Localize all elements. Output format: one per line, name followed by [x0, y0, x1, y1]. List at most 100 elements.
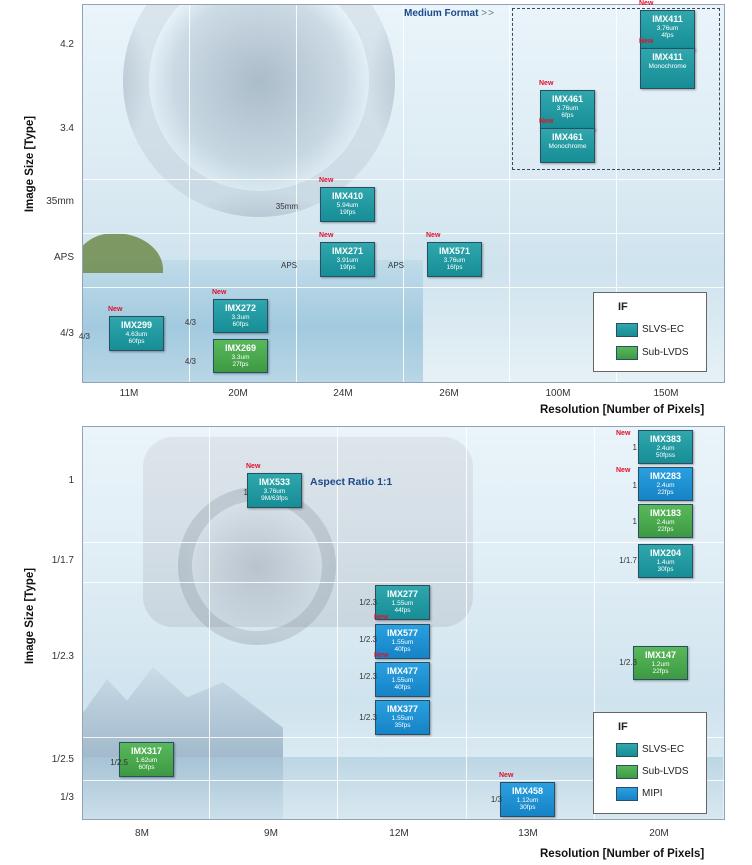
sensor-spec: 2.4um: [656, 519, 675, 527]
sensor-spec: 3.76um: [556, 105, 579, 113]
legend-title: IF: [618, 301, 628, 313]
sensor-size-label: APS: [387, 261, 404, 270]
sensor-name: IMX377: [386, 704, 419, 714]
gridline: [337, 427, 338, 819]
sensor-chip-imx377: IMX377 1.55um 35fps: [375, 700, 430, 735]
sensor-spec: 1.55um: [391, 677, 414, 685]
gridline: [594, 427, 595, 819]
sensor-fps: 30fps: [519, 804, 536, 812]
y-tick-label: 1/2.3: [51, 651, 74, 662]
legend-swatch-sub-lvds: [616, 346, 638, 360]
sensor-chip-imx411: IMX411 Monochrome: [640, 48, 695, 89]
x-tick-label: 11M: [119, 388, 139, 399]
sensor-name: IMX458: [511, 786, 544, 796]
sensor-chip-imx533: IMX533 3.76um 9M/63fps: [247, 473, 302, 508]
gridline: [403, 5, 404, 382]
sensor-spec: 1.55um: [391, 600, 414, 608]
sensor-chip-imx571: IMX571 3.76um 16fps: [427, 242, 482, 277]
sensor-fps: 4fps: [661, 32, 674, 40]
sensor-fps: 22fps: [657, 526, 674, 534]
y-tick-label: 1/3: [60, 792, 74, 803]
sensor-name: IMX577: [386, 628, 419, 638]
y-tick-label: 4.2: [60, 39, 74, 50]
sensor-spec: 1.55um: [391, 639, 414, 647]
medium-format-region: [512, 8, 720, 170]
gridline: [466, 427, 467, 819]
x-tick-label: 26M: [439, 388, 459, 399]
new-badge: New: [108, 306, 123, 313]
new-badge: New: [246, 463, 261, 470]
gridline: [83, 737, 724, 738]
x-tick-label: 9M: [264, 828, 278, 839]
aspect-ratio-annotation: Aspect Ratio 1:1: [310, 476, 393, 488]
x-tick-label: 150M: [653, 388, 679, 399]
new-badge: New: [639, 38, 654, 45]
gridline: [189, 5, 190, 382]
sensor-spec: 3.76um: [263, 488, 286, 496]
sensor-size-label: 1: [243, 488, 248, 497]
sensor-name: IMX461: [551, 94, 584, 104]
sensor-name: IMX411: [652, 14, 683, 24]
legend-swatch-slvs-ec: [616, 323, 638, 337]
sensor-size-label: 1/2.5: [110, 758, 128, 767]
sensor-spec: 3.76um: [656, 25, 679, 33]
x-tick-label: 24M: [333, 388, 353, 399]
sensor-spec: 5.94um: [336, 202, 359, 210]
sensor-spec: 4.63um: [125, 331, 148, 339]
sensor-spec: 1.4um: [656, 559, 675, 567]
sensor-size-label: 1/2.3: [359, 672, 377, 681]
sensor-fps: 30fps: [657, 566, 674, 574]
gridline: [296, 5, 297, 382]
sensor-spec: 1.55um: [391, 715, 414, 723]
sensor-fps: 60fps: [232, 321, 249, 329]
double-chevron-icon: >>: [481, 8, 495, 19]
y-tick-label: 1/2.5: [51, 754, 74, 765]
x-tick-label: 8M: [135, 828, 149, 839]
sensor-spec: 2.4um: [656, 445, 675, 453]
sensor-spec: Monochrome: [648, 63, 687, 71]
sensor-size-label: 1/2.3: [359, 713, 377, 722]
sensor-chip-imx272: IMX272 3.3um 60fps: [213, 299, 268, 333]
new-badge: New: [212, 289, 227, 296]
x-tick-label: 13M: [518, 828, 538, 839]
sensor-size-label: 1: [632, 481, 637, 490]
legend-label-sub-lvds: Sub-LVDS: [642, 347, 689, 358]
sensor-fps: 22fps: [657, 489, 674, 497]
sensor-fps: 9M/63fps: [261, 495, 288, 503]
gridline: [83, 542, 724, 543]
sensor-chip-imx277: IMX277 1.55um 44fps: [375, 585, 430, 620]
sensor-chip-imx183: IMX183 2.4um 22fps: [638, 504, 693, 538]
sensor-fps: 60fps: [128, 338, 145, 346]
chart-2-legend: IF SLVS-EC Sub-LVDS MIPI: [593, 712, 707, 814]
sensor-fps: 16fps: [446, 264, 463, 272]
sensor-name: IMX571: [438, 246, 471, 256]
chart-2-x-axis-title: Resolution [Number of Pixels]: [540, 848, 705, 860]
sensor-size-label: 1/2.3: [359, 635, 377, 644]
x-tick-label: 12M: [389, 828, 409, 839]
gridline: [616, 5, 617, 382]
chart-1-legend: IF SLVS-EC Sub-LVDS: [593, 292, 707, 372]
sensor-fps: 40fps: [394, 646, 411, 654]
gridline: [509, 5, 510, 382]
sensor-chip-imx204: IMX204 1.4um 30fps: [638, 544, 693, 578]
camera-lens-background: [178, 487, 336, 645]
legend-label-slvs-ec: SLVS-EC: [642, 744, 685, 755]
sensor-name: IMX383: [649, 434, 682, 444]
sensor-name: IMX533: [258, 477, 291, 487]
new-badge: New: [616, 467, 631, 474]
sensor-name: IMX183: [649, 508, 682, 518]
sensor-name: IMX477: [386, 666, 419, 676]
gridline: [83, 179, 724, 180]
sensor-size-label: 4/3: [184, 318, 196, 327]
new-badge: New: [374, 614, 389, 621]
sensor-size-label: 1: [632, 443, 637, 452]
gridline: [209, 427, 210, 819]
new-badge: New: [616, 430, 631, 437]
sensor-name: IMX410: [331, 191, 364, 201]
sensor-spec: Monochrome: [548, 143, 587, 151]
new-badge: New: [539, 118, 554, 125]
sensor-fps: 50fpss: [655, 452, 676, 460]
y-tick-label: 1: [68, 475, 74, 486]
sensor-spec: 1.62um: [135, 757, 158, 765]
legend-swatch-slvs-ec: [616, 743, 638, 757]
